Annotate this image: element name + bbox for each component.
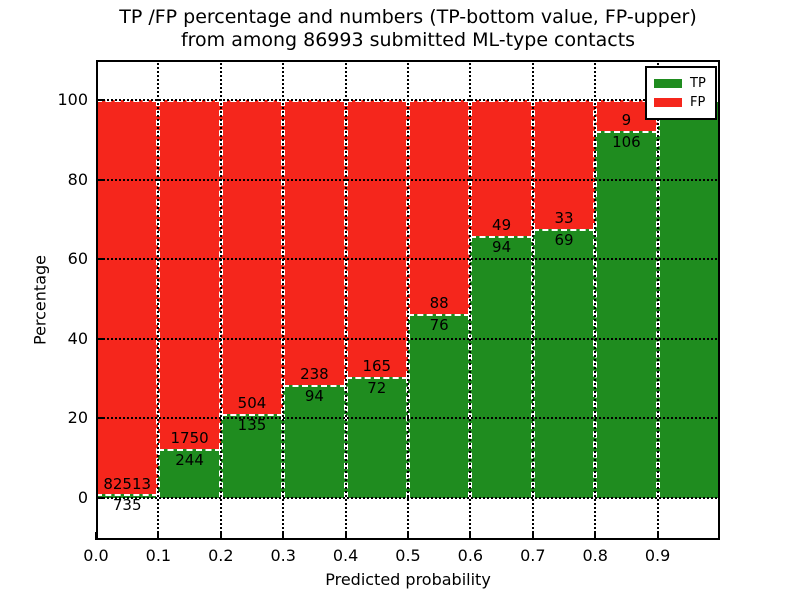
bar-segment-fp <box>96 100 159 495</box>
bar-segment-fp <box>532 100 596 229</box>
gridline-vertical <box>219 60 222 540</box>
y-tick-mark <box>96 258 104 261</box>
tp-count-label: 244 <box>175 451 204 470</box>
tp-count-label: 72 <box>367 379 387 398</box>
legend-fp-swatch <box>654 98 682 107</box>
chart-title-line1: TP /FP percentage and numbers (TP-bottom… <box>119 6 697 28</box>
bar-segment-tp <box>408 313 471 498</box>
fp-count-label: 49 <box>492 216 512 235</box>
x-tick-mark <box>594 532 597 540</box>
legend-tp-swatch <box>654 79 682 88</box>
bar-segment-tp <box>532 228 596 498</box>
y-tick-mark <box>96 417 104 420</box>
y-tick-mark <box>96 99 104 101</box>
x-tick-label: 0.1 <box>145 546 172 565</box>
fp-count-label: 165 <box>362 357 392 376</box>
y-tick-label: 100 <box>57 90 88 109</box>
x-tick-label: 0.7 <box>520 546 546 565</box>
bar-segment-tp <box>470 236 533 498</box>
x-tick-label: 0.8 <box>582 546 608 565</box>
y-tick-label: 40 <box>67 328 88 348</box>
bar-segment-fp <box>283 100 346 386</box>
x-tick-mark <box>656 532 659 540</box>
y-tick-mark <box>96 497 104 499</box>
bar-segment-fp <box>220 100 284 414</box>
fp-count-label: 238 <box>300 365 329 384</box>
bar-segment-fp <box>408 100 471 314</box>
x-tick-label: 0.3 <box>270 546 296 565</box>
legend-item-fp: FP <box>654 94 708 111</box>
y-tick-mark <box>96 178 104 181</box>
x-tick-mark <box>407 532 409 540</box>
gridline-vertical <box>282 60 285 540</box>
gridline-vertical <box>469 60 472 540</box>
chart-title-line2: from among 86993 submitted ML-type conta… <box>180 29 636 51</box>
x-tick-mark <box>282 532 285 540</box>
x-tick-label: 0.2 <box>208 546 234 565</box>
chart-title: TP /FP percentage and numbers (TP-bottom… <box>96 6 720 52</box>
fp-count-label: 1750 <box>170 429 209 448</box>
gridline-vertical <box>157 60 160 540</box>
gridline-vertical <box>407 60 409 540</box>
bar-segment-tp <box>345 377 408 498</box>
x-tick-label: 0.0 <box>83 546 109 565</box>
gridline-vertical <box>531 60 534 540</box>
plot-area: 82513 735 1750 244 504 135 238 94 165 72 88 76 49 94 3… <box>95 60 720 540</box>
bar-segment-fp <box>470 100 533 237</box>
bar-segment-fp <box>345 100 408 378</box>
x-tick-mark <box>344 532 347 540</box>
x-tick-mark <box>469 532 472 540</box>
x-tick-mark <box>157 532 160 540</box>
bar-segment-tp <box>657 100 720 498</box>
tp-count-label: 106 <box>612 133 641 152</box>
x-tick-mark <box>531 532 534 540</box>
bar-segment-tp <box>220 413 284 498</box>
y-tick-mark <box>96 337 104 340</box>
y-tick-label: 0 <box>77 488 88 507</box>
legend-item-tp: TP <box>654 75 708 92</box>
bar-segment-tp <box>158 449 221 498</box>
y-tick-label: 80 <box>67 169 88 189</box>
x-tick-mark <box>95 532 97 540</box>
y-axis-label: Percentage <box>30 254 50 346</box>
x-tick-mark <box>219 532 222 540</box>
tp-count-label: 69 <box>554 230 574 249</box>
fp-count-label: 88 <box>429 293 449 312</box>
tp-count-label: 76 <box>429 315 449 334</box>
fp-count-label: 33 <box>554 208 574 227</box>
x-tick-label: 0.4 <box>332 546 359 565</box>
gridline-vertical <box>344 60 347 540</box>
fp-count-label: 82513 <box>103 474 152 493</box>
x-axis-label: Predicted probability <box>325 570 491 589</box>
y-tick-label: 20 <box>67 408 88 428</box>
legend-tp-label: TP <box>690 76 706 91</box>
bar-segment-tp <box>283 385 346 498</box>
x-tick-label: 0.5 <box>395 546 421 565</box>
legend-box: TP FP <box>645 66 717 120</box>
tp-count-label: 135 <box>237 415 267 434</box>
x-tick-label: 0.9 <box>644 546 671 565</box>
bar-segment-fp <box>158 100 221 450</box>
tp-count-label: 94 <box>492 238 512 257</box>
tp-count-label: 94 <box>304 387 324 406</box>
gridline-vertical <box>594 60 597 540</box>
tp-count-label: 735 <box>112 496 142 515</box>
gridline-vertical <box>656 60 659 540</box>
fp-count-label: 9 <box>621 111 632 130</box>
fp-count-label: 504 <box>237 393 267 412</box>
legend-fp-label: FP <box>690 95 706 110</box>
bar-segment-tp <box>595 131 658 498</box>
x-tick-label: 0.6 <box>457 546 484 565</box>
y-tick-label: 60 <box>67 249 88 269</box>
